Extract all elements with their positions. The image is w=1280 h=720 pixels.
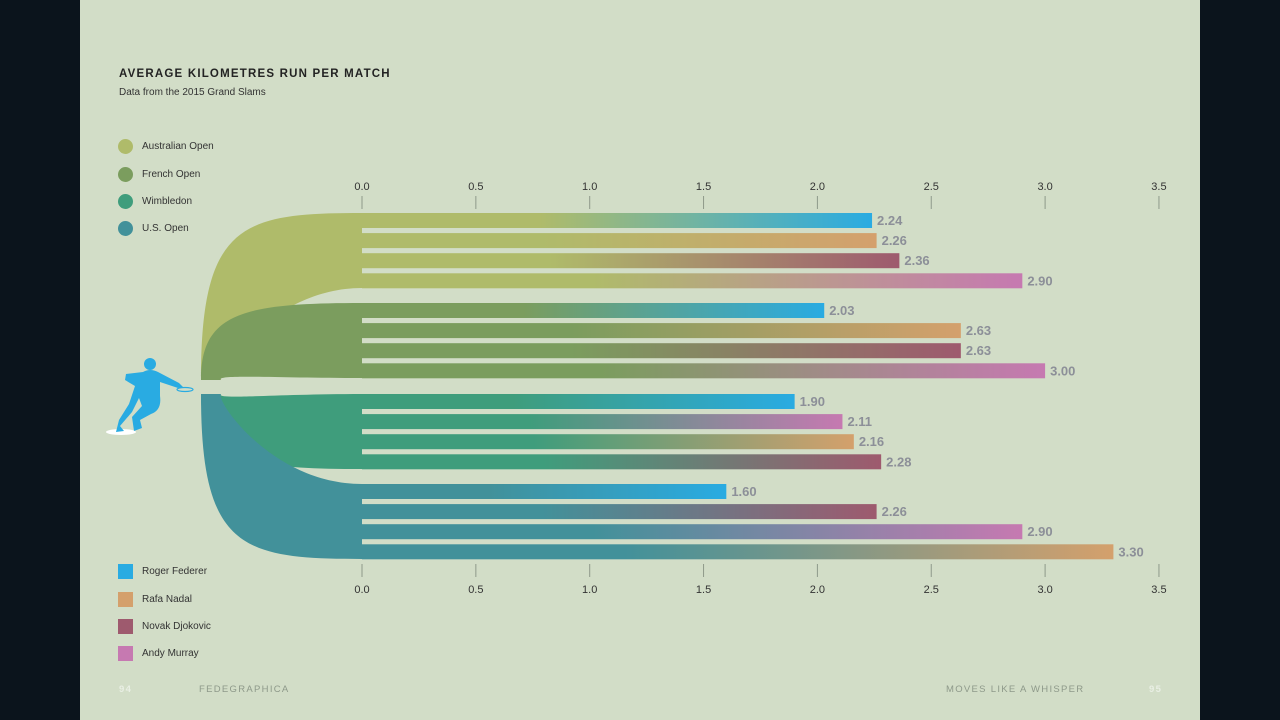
axis-tick-label: 2.0 [810, 181, 825, 193]
legend-swatch [118, 193, 133, 209]
legend-item-wimbledon: Wimbledon [118, 188, 214, 215]
axis-tick-label: 1.0 [582, 584, 597, 596]
bar [362, 233, 877, 249]
legend-label: Rafa Nadal [142, 593, 193, 605]
axis-tick-label: 3.5 [1151, 584, 1166, 596]
bar [362, 253, 900, 269]
bar-value-label: 2.03 [829, 303, 854, 318]
event-bands [201, 213, 362, 559]
bar-value-label: 2.90 [1027, 273, 1052, 288]
legend-label: U.S. Open [142, 223, 189, 235]
bar [362, 524, 1023, 540]
legend-label: Roger Federer [142, 566, 208, 578]
bar [362, 273, 1023, 289]
bar-value-label: 2.11 [847, 414, 872, 429]
bar [362, 484, 727, 499]
bar-value-label: 2.63 [966, 343, 991, 358]
bar-value-label: 2.24 [877, 213, 903, 228]
axis-tick-label: 1.0 [582, 181, 597, 193]
axis-tick-label: 0.5 [468, 584, 483, 596]
bar [362, 363, 1046, 379]
bar-value-label: 2.28 [886, 454, 911, 469]
event-legend: Australian Open French Open Wimbledon U.… [118, 133, 214, 243]
chart-title: AVERAGE KILOMETRES RUN PER MATCH [119, 68, 391, 80]
event-band-french-open [201, 303, 362, 380]
bar-value-label: 1.90 [800, 394, 825, 409]
legend-item-australian-open: Australian Open [118, 133, 214, 160]
player-legend: Roger Federer Rafa Nadal Novak Djokovic … [118, 558, 211, 668]
bar-value-label: 3.00 [1050, 363, 1075, 378]
chart-subtitle: Data from the 2015 Grand Slams [119, 87, 266, 98]
axis-tick-label: 2.5 [924, 584, 939, 596]
page-number-right: 95 [1149, 684, 1163, 695]
x-axis-top: 0.0 0.5 1.0 1.5 2.0 2.5 3.0 3.5 [354, 181, 1167, 209]
legend-swatch [118, 139, 133, 155]
legend-item-djokovic: Novak Djokovic [118, 613, 211, 640]
legend-item-federer: Roger Federer [118, 558, 211, 585]
bar [362, 454, 882, 470]
footer-left-label: FEDEGRAPHICA [199, 684, 290, 695]
bar-value-label: 2.36 [904, 253, 929, 268]
axis-tick-label: 1.5 [696, 584, 711, 596]
bar-value-label: 3.30 [1118, 544, 1143, 559]
legend-label: French Open [142, 168, 201, 180]
bar-value-label: 2.26 [882, 233, 907, 248]
legend-label: Wimbledon [142, 195, 193, 207]
infographic-page: AVERAGE KILOMETRES RUN PER MATCH Data fr… [80, 0, 1200, 720]
bar-series: 2.24 2.26 2.36 2.90 2.03 2.63 2.63 3.00 1.90 2.11… [362, 213, 1144, 560]
bar-value-label: 2.16 [859, 434, 884, 449]
event-band-u-s-open [201, 394, 362, 559]
bar-chart: 0.0 0.5 1.0 1.5 2.0 2.5 3.0 3.5 0.0 0.5 1.0 1.5 2.0… [106, 181, 1167, 596]
legend-label: Australian Open [142, 141, 214, 153]
page-number-left: 94 [119, 684, 133, 695]
bar-value-label: 2.90 [1027, 524, 1052, 539]
legend-swatch [118, 564, 133, 580]
footer-right-label: MOVES LIKE A WHISPER [946, 684, 1085, 695]
axis-tick-label: 3.0 [1037, 181, 1052, 193]
legend-swatch [118, 591, 133, 607]
legend-item-french-open: French Open [118, 160, 214, 187]
legend-item-nadal: Rafa Nadal [118, 585, 211, 612]
axis-tick-label: 2.5 [924, 181, 939, 193]
tennis-player-icon [106, 358, 194, 435]
axis-tick-label: 0.5 [468, 181, 483, 193]
x-axis-bottom: 0.0 0.5 1.0 1.5 2.0 2.5 3.0 3.5 [354, 564, 1167, 596]
legend-swatch [118, 221, 133, 237]
bar [362, 414, 843, 430]
axis-tick-label: 0.0 [354, 181, 369, 193]
axis-tick-label: 2.0 [810, 584, 825, 596]
bar [362, 323, 961, 339]
axis-tick-label: 3.0 [1037, 584, 1052, 596]
bar [362, 213, 873, 228]
bar [362, 434, 854, 450]
legend-swatch [118, 618, 133, 634]
legend-label: Andy Murray [142, 648, 199, 660]
bar-value-label: 2.63 [966, 323, 991, 338]
legend-swatch [118, 166, 133, 182]
bar-value-label: 2.26 [882, 504, 907, 519]
axis-tick-label: 0.0 [354, 584, 369, 596]
bar-value-label: 1.60 [731, 484, 756, 499]
bar [362, 504, 877, 520]
axis-tick-label: 3.5 [1151, 181, 1166, 193]
bar [362, 544, 1114, 560]
legend-item-murray: Andy Murray [118, 640, 211, 667]
bar [362, 394, 795, 409]
axis-tick-label: 1.5 [696, 181, 711, 193]
bar [362, 343, 961, 359]
legend-swatch [118, 646, 133, 662]
legend-item-us-open: U.S. Open [118, 215, 214, 242]
legend-label: Novak Djokovic [142, 620, 211, 632]
bar [362, 303, 825, 318]
